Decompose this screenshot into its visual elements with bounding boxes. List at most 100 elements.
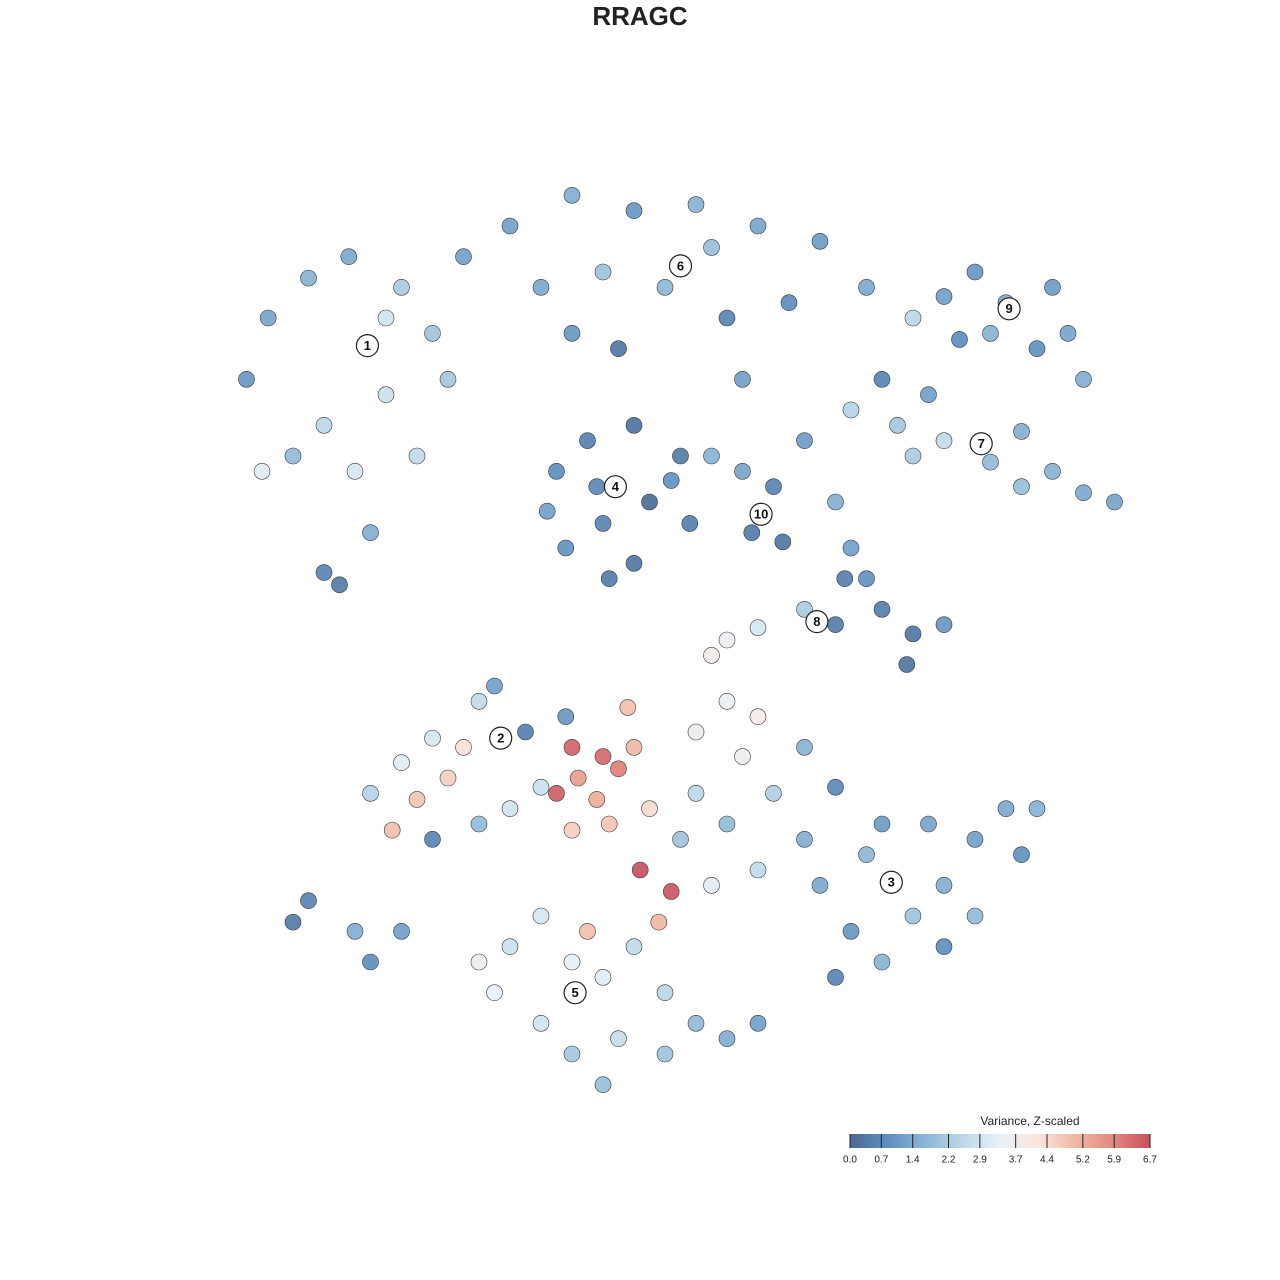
colorbar: Variance, Z-scaled 0.0 0.7 1.4 2.2 2.9 3.7 4.4… — [843, 1114, 1157, 1165]
point — [346, 923, 364, 940]
point — [362, 524, 379, 541]
point — [1013, 423, 1030, 440]
point — [951, 331, 968, 348]
point — [811, 233, 829, 250]
point — [749, 619, 767, 637]
point — [1075, 484, 1092, 502]
point — [842, 923, 860, 940]
point — [935, 432, 953, 449]
point — [656, 984, 674, 1001]
point — [796, 432, 813, 449]
cluster-badge — [668, 254, 693, 278]
point — [455, 248, 472, 265]
point — [625, 938, 643, 955]
point — [873, 371, 891, 388]
point — [408, 791, 426, 808]
colorbar-tick-label: 1.4 — [906, 1155, 920, 1166]
point — [687, 785, 705, 802]
point — [982, 453, 999, 471]
cluster-badge — [489, 726, 513, 750]
point — [836, 570, 854, 587]
point — [557, 539, 575, 557]
point — [610, 1030, 627, 1047]
point — [340, 248, 358, 265]
point — [703, 647, 720, 664]
point — [532, 279, 550, 296]
point — [718, 815, 736, 833]
cluster-label: 4 — [612, 479, 620, 494]
point — [424, 729, 441, 747]
point — [672, 447, 689, 465]
cluster-label: 2 — [497, 731, 504, 746]
cluster-badge — [563, 981, 587, 1005]
cluster-label: 1 — [364, 338, 371, 353]
point — [331, 576, 348, 594]
point — [548, 785, 565, 802]
cluster-badge — [355, 334, 379, 358]
point — [749, 708, 767, 725]
point — [579, 432, 596, 449]
cluster-badge — [997, 297, 1021, 321]
point — [703, 239, 720, 256]
cluster-badge — [969, 432, 993, 456]
cluster-labels: 1 6 9 7 4 10 8 2 3 5 — [355, 254, 1021, 1005]
point — [563, 325, 581, 342]
cluster-label: 6 — [677, 258, 684, 273]
point — [749, 1015, 767, 1032]
point — [362, 785, 379, 802]
point — [935, 938, 953, 955]
point — [610, 760, 627, 778]
point — [935, 288, 953, 305]
point — [734, 463, 751, 480]
point — [1044, 463, 1061, 480]
point — [284, 447, 302, 465]
point — [532, 778, 550, 796]
cluster-badge — [749, 502, 773, 526]
point — [966, 831, 984, 848]
point — [641, 493, 658, 511]
point — [300, 892, 317, 909]
point — [811, 877, 829, 894]
point — [501, 800, 519, 817]
point — [1059, 325, 1077, 342]
point — [873, 601, 891, 618]
point — [873, 953, 891, 971]
point — [569, 769, 587, 787]
point — [532, 1015, 550, 1032]
point — [749, 217, 767, 235]
point — [842, 539, 860, 557]
point — [538, 502, 556, 520]
colorbar-tick-label: 5.9 — [1107, 1155, 1121, 1166]
point — [935, 877, 953, 894]
colorbar-title: Variance, Z-scaled — [980, 1114, 1079, 1128]
point — [796, 831, 813, 848]
point — [718, 1030, 736, 1047]
point — [827, 493, 844, 511]
colorbar-tick-label: 5.2 — [1076, 1155, 1090, 1166]
point — [858, 279, 875, 296]
point — [774, 533, 792, 551]
point — [594, 515, 612, 532]
point — [827, 969, 844, 986]
point — [1075, 371, 1092, 388]
colorbar-tick-label: 0.7 — [874, 1155, 888, 1166]
point — [625, 417, 643, 434]
point — [393, 923, 410, 940]
point — [346, 463, 364, 480]
point — [1028, 800, 1046, 817]
point — [749, 861, 767, 879]
point — [393, 754, 410, 771]
point — [641, 800, 658, 817]
point — [284, 913, 302, 931]
point — [625, 202, 643, 219]
point — [889, 417, 906, 434]
point — [362, 953, 379, 971]
point — [687, 1015, 705, 1032]
point — [470, 693, 488, 710]
point — [656, 279, 674, 296]
point — [765, 785, 782, 802]
point — [982, 325, 999, 342]
point — [1044, 279, 1061, 296]
point — [718, 693, 736, 710]
point — [594, 748, 612, 765]
